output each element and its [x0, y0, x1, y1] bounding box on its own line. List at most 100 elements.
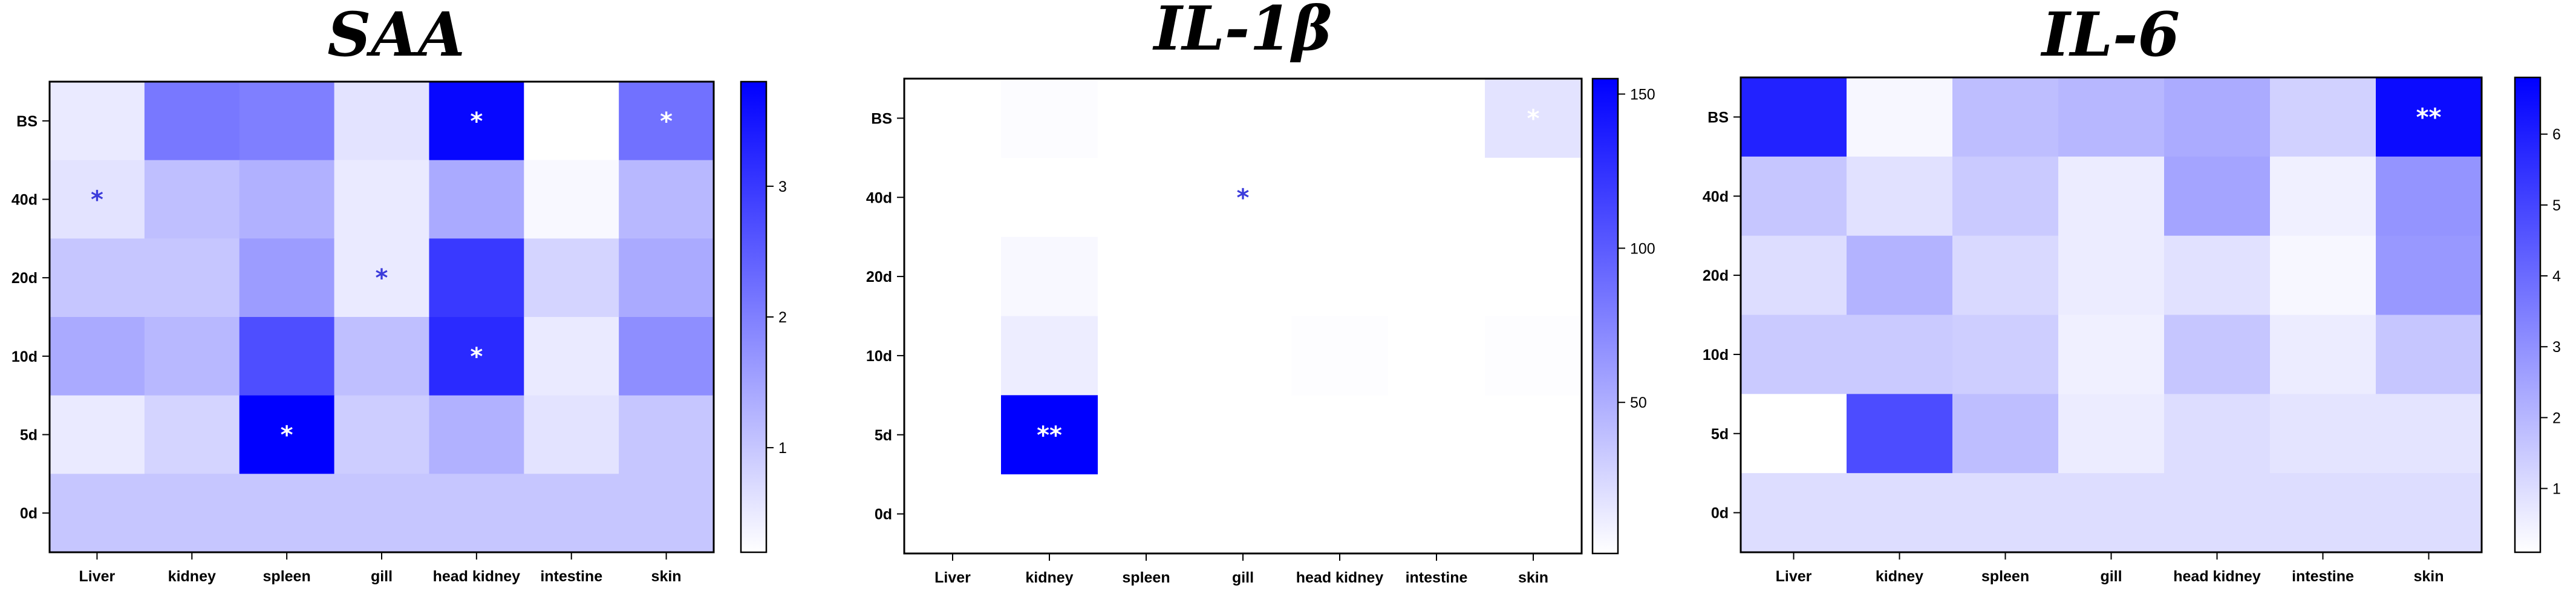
colorbar-tick-label: 4 [2552, 268, 2561, 285]
heatmap-cell [1098, 395, 1195, 475]
heatmap-cell [2376, 315, 2482, 394]
heatmap-cell [1847, 235, 1953, 316]
y-tick-label: BS [871, 110, 892, 127]
heatmap-cell [1847, 315, 1953, 394]
heatmap-cell [1291, 474, 1389, 554]
heatmap-cell [1388, 157, 1485, 238]
heatmap-cell [2164, 394, 2271, 474]
x-tick-label: gill [2100, 568, 2122, 585]
heatmap-cell [904, 316, 1002, 396]
heatmap-cell [904, 79, 1002, 158]
colorbar-tick-label: 3 [778, 178, 787, 195]
heatmap-cell [2164, 473, 2271, 553]
heatmap-cell [2058, 156, 2165, 237]
heatmap-cell [619, 82, 714, 161]
x-tick-label: intestine [1406, 569, 1468, 586]
heatmap-cell [334, 160, 430, 239]
colorbar-tick-label: 50 [1630, 394, 1647, 411]
heatmap-cell [2270, 473, 2376, 553]
heatmap-cell [904, 395, 1002, 475]
y-tick-label: 0d [20, 505, 37, 522]
heatmap-cell [144, 317, 240, 396]
heatmap-cell [1847, 77, 1953, 157]
colorbar-tick-label: 3 [2552, 339, 2561, 356]
heatmap-cell [904, 237, 1002, 317]
heatmap-cell [1388, 79, 1485, 158]
heatmap-cell [1001, 237, 1098, 317]
heatmap-cell [1001, 157, 1098, 238]
heatmap-cell [429, 238, 524, 318]
heatmap-cell [144, 474, 240, 553]
heatmap-cell [1195, 79, 1292, 158]
x-tick-label: head kidney [433, 568, 521, 585]
heatmap-cell [1195, 316, 1292, 396]
colorbar [1591, 77, 1619, 555]
heatmap-cell [50, 82, 145, 161]
colorbar [740, 80, 768, 553]
heatmap-cell [1952, 394, 2059, 474]
heatmap-cell [1741, 235, 1847, 316]
heatmap-cell [1195, 157, 1292, 238]
heatmap-cell [2270, 235, 2376, 316]
x-tick-label: kidney [1025, 569, 1073, 586]
heatmap-cell [1291, 79, 1389, 158]
colorbar-tick-label: 6 [2552, 126, 2561, 143]
y-tick-label: 10d [866, 348, 892, 365]
x-tick-label: Liver [1776, 568, 1812, 585]
colorbar [2514, 76, 2542, 553]
y-tick-label: BS [1707, 109, 1729, 126]
significance-marker: * [376, 264, 388, 292]
y-tick-label: 0d [875, 506, 892, 523]
x-tick-label: spleen [263, 568, 311, 585]
heatmap-cell [1741, 77, 1847, 157]
heatmap-cell [1001, 395, 1098, 475]
heatmap-cell [619, 160, 714, 239]
colorbar-tick-label: 1 [2552, 481, 2561, 498]
significance-marker: * [1527, 105, 1540, 132]
heatmap-cell [1741, 315, 1847, 394]
heatmap-cell [524, 238, 619, 318]
heatmap-cell [1485, 157, 1582, 238]
heatmap-panel-3: IL-6 BS 40d 20d 10d 5d 0d Liver kidney spleen gill… [1703, 0, 2561, 585]
heatmap-cell [50, 474, 145, 553]
heatmap-cell [1001, 79, 1098, 158]
x-tick-label: skin [651, 568, 682, 585]
y-tick-label: 20d [11, 270, 37, 287]
heatmap-cell [2270, 77, 2376, 157]
heatmap-cell [1291, 395, 1389, 475]
heatmap-cell [1388, 316, 1485, 396]
heatmap-cell [429, 82, 524, 161]
heatmap-cell [1098, 157, 1195, 238]
heatmap-cell [2376, 235, 2482, 316]
y-tick-label: 0d [1711, 505, 1729, 522]
significance-marker: * [1237, 184, 1250, 212]
heatmap-cell [1388, 237, 1485, 317]
heatmap-cell [1952, 473, 2059, 553]
heatmap-cell [429, 395, 524, 474]
chart-title: IL-1β [1152, 0, 1332, 64]
x-tick-label: spleen [1981, 568, 2029, 585]
heatmap-cell [334, 82, 430, 161]
heatmap-cell [1485, 79, 1582, 158]
significance-marker: * [470, 343, 483, 371]
heatmap-cell [334, 317, 430, 396]
heatmap-cell [334, 238, 430, 318]
significance-marker: ** [1037, 422, 1062, 449]
x-tick-label: intestine [540, 568, 602, 585]
x-tick-label: head kidney [2173, 568, 2261, 585]
heatmap-cell [619, 317, 714, 396]
heatmap-cell [524, 395, 619, 474]
heatmap-cell [334, 474, 430, 553]
heatmap-cell [1001, 316, 1098, 396]
heatmap-cell [2376, 156, 2482, 237]
heatmap-cell [1485, 395, 1582, 475]
y-tick-label: 5d [875, 427, 892, 444]
y-tick-label: 20d [866, 269, 892, 286]
heatmap-cell [50, 160, 145, 239]
heatmap-cell [2376, 77, 2482, 157]
heatmap-cell [619, 474, 714, 553]
x-tick-label: skin [2413, 568, 2444, 585]
heatmap-cell [1847, 473, 1953, 553]
heatmap-cell [619, 238, 714, 318]
colorbar-tick-label: 2 [2552, 410, 2561, 426]
